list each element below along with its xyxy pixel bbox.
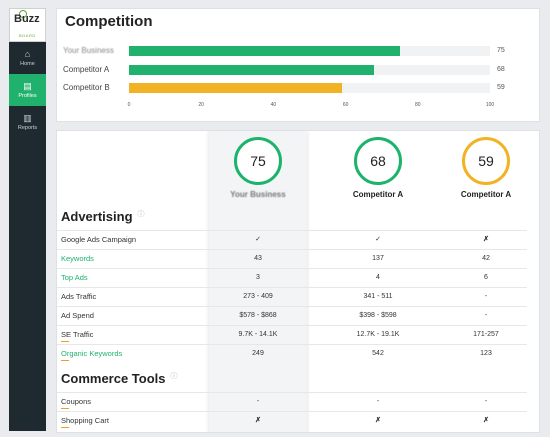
sidebar: Buzz BOARD ⌂ Home ▤ Profiles ▥ Reports: [9, 8, 46, 431]
table-row: Shopping Cart ✗ ✗ ✗: [57, 411, 527, 430]
cell-value: 12.7K - 19.1K: [356, 331, 400, 338]
tick-label: 80: [415, 102, 421, 108]
tick-label: 60: [342, 102, 349, 108]
cell-value: 43: [254, 255, 262, 262]
bar-value: 68: [497, 66, 505, 73]
bar-track: [129, 65, 490, 75]
sidebar-item-label: Reports: [17, 125, 38, 131]
cross-icon: ✗: [375, 417, 381, 424]
row-label: Coupons: [61, 393, 91, 411]
cell-value: 273 - 409: [243, 293, 273, 300]
tick-label: 20: [198, 102, 204, 108]
bar-value: 75: [497, 47, 505, 54]
row-label: Google Ads Campaign: [61, 235, 137, 244]
bar-value: 59: [497, 84, 505, 91]
score-column-competitor-a: 68 Competitor A: [329, 137, 427, 199]
cell-value: 42: [482, 255, 490, 262]
cell-value: -: [484, 398, 488, 405]
section-title: Commerce Tools: [61, 371, 166, 386]
score-column-your-business: 75 Your Business: [209, 137, 307, 199]
cell-value: 341 - 511: [363, 293, 393, 300]
x-axis-ticks: 0 20 40 60 80 100: [127, 102, 495, 112]
tick-label: 40: [270, 102, 277, 108]
bar-track: [129, 46, 490, 56]
bar-label: Competitor B: [63, 83, 110, 92]
organic-keywords-link[interactable]: Organic Keywords: [61, 345, 122, 363]
cell-value: -: [484, 293, 488, 300]
table-row: Keywords 43 137 42: [57, 249, 527, 268]
bar-fill: [129, 46, 400, 56]
score-circle: 59: [462, 137, 510, 185]
sidebar-item-reports[interactable]: ▥ Reports: [9, 106, 46, 138]
score-column-competitor-b: 59 Competitor A: [437, 137, 535, 199]
cell-value: 137: [372, 255, 384, 262]
cell-value: -: [256, 398, 260, 405]
bar-row: Competitor A 68: [63, 64, 533, 76]
cell-value: 249: [252, 350, 264, 357]
competition-card: Competition Your Business 75 Competitor …: [56, 8, 540, 122]
buzzboard-logo[interactable]: Buzz BOARD: [9, 8, 46, 42]
check-icon: ✓: [255, 236, 261, 243]
table-row: Ads Traffic 273 - 409 341 - 511 -: [57, 287, 527, 306]
info-icon[interactable]: ⓘ: [137, 211, 145, 218]
logo-text: Buzz: [14, 13, 40, 25]
table-row: Ad Spend $578 - $868 $398 - $598 -: [57, 306, 527, 325]
table-row: Google Ads Campaign ✓ ✓ ✗: [57, 230, 527, 249]
profile-icon: ▤: [23, 81, 32, 91]
row-label: SE Traffic: [61, 326, 93, 344]
table-row: Organic Keywords 249 542 123: [57, 344, 527, 363]
cross-icon: ✗: [483, 417, 489, 424]
cell-value: -: [484, 312, 488, 319]
row-label: Shopping Cart: [61, 412, 109, 430]
bar-track: [129, 83, 490, 93]
table-row: SE Traffic 9.7K - 14.1K 12.7K - 19.1K 17…: [57, 325, 527, 344]
cell-value: $398 - $598: [359, 312, 397, 319]
cell-value: 3: [256, 274, 260, 281]
cross-icon: ✗: [255, 417, 261, 424]
bar-label: Your Business: [63, 46, 114, 55]
cell-value: 9.7K - 14.1K: [238, 331, 278, 338]
score-circle: 75: [234, 137, 282, 185]
column-name: Your Business: [230, 190, 286, 199]
home-icon: ⌂: [24, 49, 31, 59]
section-commerce-tools: Commerce Tools ⓘ: [61, 371, 178, 386]
competition-title: Competition: [65, 13, 153, 30]
cell-value: 171-257: [473, 331, 499, 338]
cell-value: -: [376, 398, 380, 405]
comparison-card: 75 Your Business 68 Competitor A 59 Comp…: [56, 130, 540, 433]
bar-row: Your Business 75: [63, 45, 533, 57]
section-advertising: Advertising ⓘ: [61, 209, 145, 224]
column-name: Competitor A: [352, 190, 404, 199]
bar-fill: [129, 65, 375, 75]
cell-value: 6: [484, 274, 488, 281]
sidebar-item-profiles[interactable]: ▤ Profiles: [9, 74, 46, 106]
logo-ring-icon: [19, 10, 27, 18]
bar-row: Competitor B 59: [63, 82, 533, 94]
check-icon: ✓: [375, 236, 381, 243]
tick-label: 0: [127, 102, 131, 108]
info-icon[interactable]: ⓘ: [170, 373, 178, 380]
row-label: Ads Traffic: [61, 292, 97, 301]
cell-value: 123: [480, 350, 492, 357]
keywords-link[interactable]: Keywords: [61, 254, 94, 263]
logo-subtext: BOARD: [19, 33, 36, 38]
table-row: Coupons - - -: [57, 392, 527, 411]
cell-value: $578 - $868: [239, 312, 277, 319]
bar-label: Competitor A: [63, 65, 110, 74]
sidebar-item-label: Home: [20, 61, 35, 67]
tick-label: 100: [485, 102, 495, 108]
sidebar-item-label: Profiles: [18, 93, 37, 99]
bar-fill: [129, 83, 342, 93]
cross-icon: ✗: [483, 236, 489, 243]
table-row: Top Ads 3 4 6: [57, 268, 527, 287]
top-ads-link[interactable]: Top Ads: [61, 273, 88, 282]
row-label: Ad Spend: [61, 311, 94, 320]
score-circle: 68: [354, 137, 402, 185]
cell-value: 4: [376, 274, 380, 281]
cell-value: 542: [372, 350, 384, 357]
bar-chart-icon: ▥: [23, 113, 32, 123]
sidebar-item-home[interactable]: ⌂ Home: [9, 42, 46, 74]
column-name: Competitor A: [460, 190, 512, 199]
section-title: Advertising: [61, 209, 133, 224]
